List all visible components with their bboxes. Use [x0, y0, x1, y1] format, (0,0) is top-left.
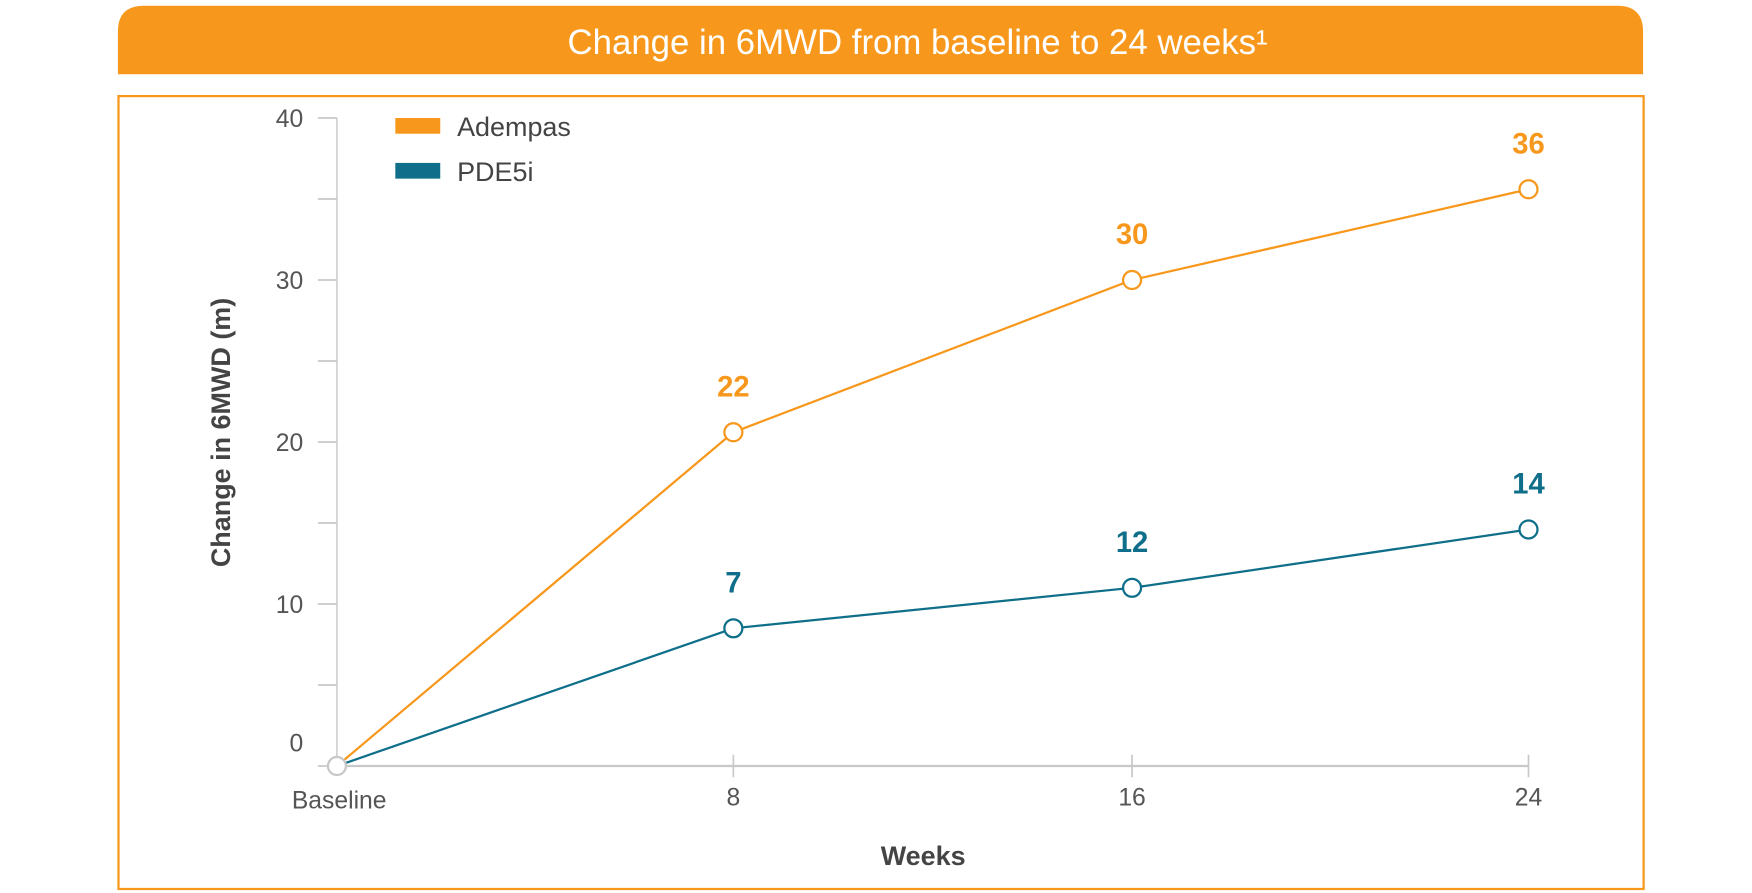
y-tick-label: 20 — [276, 430, 303, 457]
x-tick-label: Baseline — [292, 788, 387, 815]
y-axis-label: Change in 6MWD (m) — [206, 298, 236, 567]
data-label: 36 — [1512, 128, 1544, 160]
y-tick-label: 0 — [289, 730, 303, 757]
series-line-pde5i — [336, 528, 1529, 768]
data-label: 12 — [1116, 527, 1148, 559]
chart-frame — [117, 94, 1645, 891]
data-point — [1518, 179, 1539, 200]
x-tick-label: 16 — [1118, 784, 1145, 811]
data-point — [1121, 577, 1143, 598]
legend-swatch — [395, 162, 441, 179]
data-point — [1121, 269, 1143, 291]
baseline-point — [326, 755, 348, 777]
legend-label: PDE5i — [457, 157, 533, 187]
data-label: 14 — [1512, 469, 1545, 501]
legend-label: Adempas — [457, 112, 571, 142]
y-tick-label: 30 — [276, 268, 303, 295]
x-tick-label: 8 — [727, 784, 741, 811]
x-tick-label: 24 — [1515, 784, 1542, 811]
header-banner — [117, 5, 1644, 75]
data-point — [723, 618, 744, 639]
data-point — [723, 422, 744, 443]
data-label: 30 — [1116, 219, 1148, 251]
y-tick-label: 10 — [276, 592, 303, 619]
x-axis-label: Weeks — [881, 841, 966, 871]
data-label: 22 — [717, 371, 749, 403]
y-tick-label: 40 — [276, 106, 303, 133]
legend-swatch — [395, 118, 441, 134]
data-label: 7 — [725, 567, 741, 599]
data-point — [1518, 519, 1539, 540]
header-title: Change in 6MWD from baseline to 24 weeks… — [567, 23, 1267, 62]
series-line-adempas — [336, 188, 1529, 767]
